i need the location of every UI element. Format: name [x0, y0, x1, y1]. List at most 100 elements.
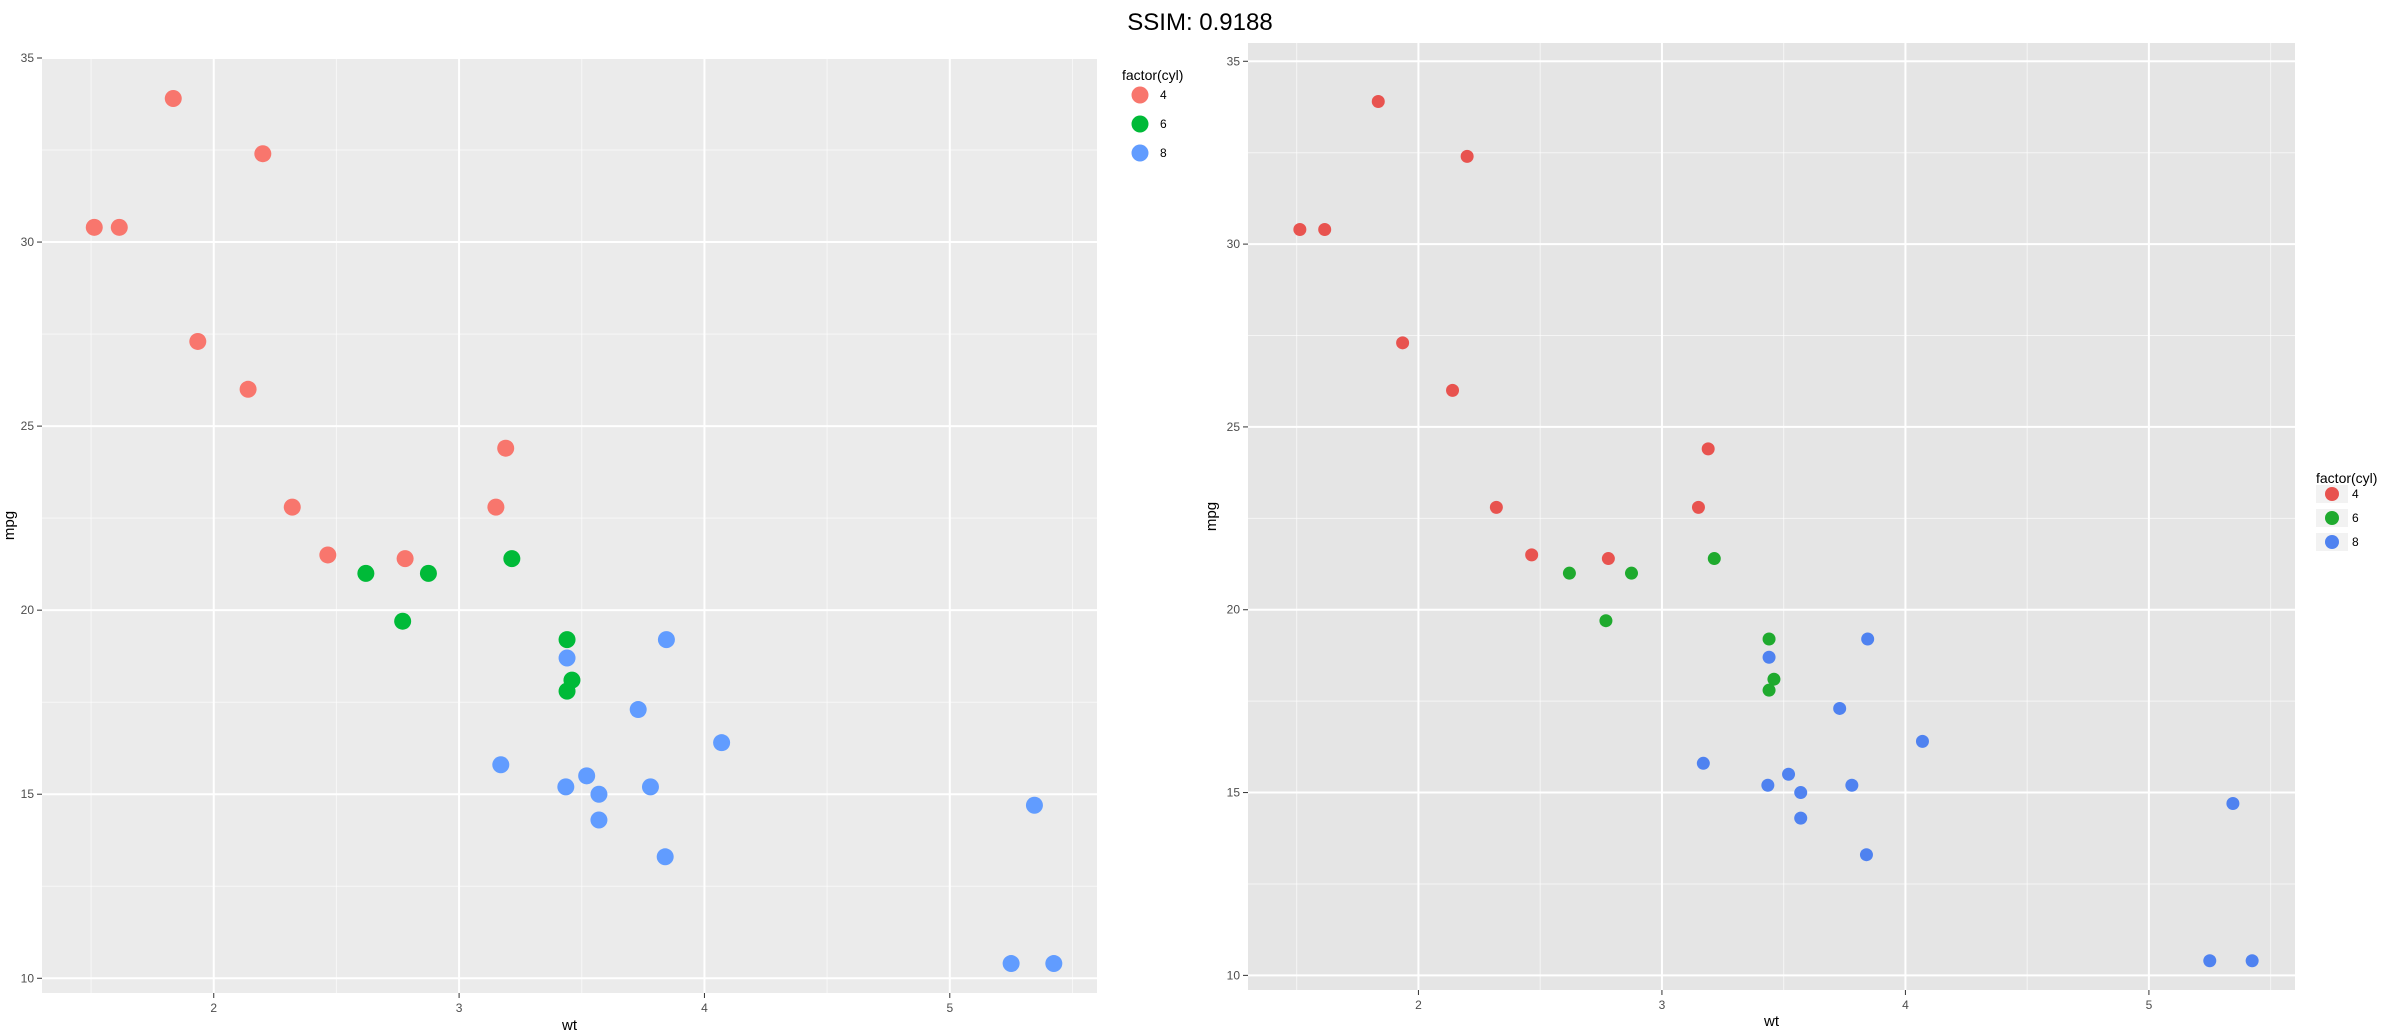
data-point-cyl-4: [1318, 222, 1332, 236]
data-point-cyl-4: [254, 145, 272, 163]
legend-key-cyl-8: [1131, 144, 1149, 162]
data-point-cyl-4: [1525, 548, 1539, 562]
data-point-cyl-8: [656, 848, 674, 866]
data-point-cyl-4: [1293, 222, 1307, 236]
x-tick-label: 4: [701, 1001, 708, 1015]
y-tick-label: 15: [1227, 786, 1241, 800]
y-tick-label: 35: [21, 51, 35, 65]
data-point-cyl-8: [1782, 767, 1796, 781]
legend-label-cyl-4: 4: [1160, 88, 1167, 102]
x-tick-label: 2: [210, 1001, 217, 1015]
data-point-cyl-4: [1371, 95, 1385, 109]
legend-key-cyl-6: [1131, 115, 1149, 133]
data-point-cyl-6: [1767, 672, 1781, 686]
legend-label-cyl-8: 8: [2352, 535, 2359, 549]
data-point-cyl-8: [1833, 701, 1847, 715]
data-point-cyl-4: [1446, 383, 1460, 397]
y-tick-label: 20: [1227, 603, 1241, 617]
y-tick-label: 20: [21, 603, 35, 617]
legend-key-cyl-4: [1131, 86, 1149, 104]
data-point-cyl-8: [629, 701, 647, 719]
data-point-cyl-8: [657, 631, 675, 649]
x-tick-label: 5: [2146, 998, 2153, 1012]
data-point-cyl-6: [394, 612, 412, 630]
data-point-cyl-6: [1624, 566, 1638, 580]
x-tick-label: 3: [1659, 998, 1666, 1012]
data-point-cyl-8: [1794, 811, 1808, 825]
data-point-cyl-4: [1701, 442, 1715, 456]
data-point-cyl-4: [1396, 336, 1410, 350]
data-point-cyl-4: [283, 498, 301, 516]
data-point-cyl-8: [578, 767, 596, 785]
x-tick-label: 4: [1902, 998, 1909, 1012]
data-point-cyl-4: [1489, 500, 1503, 514]
data-point-cyl-8: [1859, 848, 1873, 862]
legend-label-cyl-6: 6: [1160, 117, 1167, 131]
data-point-cyl-8: [2245, 954, 2259, 968]
data-point-cyl-8: [713, 734, 731, 752]
data-point-cyl-8: [558, 649, 576, 667]
data-point-cyl-8: [1915, 734, 1929, 748]
data-point-cyl-4: [1601, 552, 1615, 566]
data-point-cyl-8: [1861, 632, 1875, 646]
data-point-cyl-6: [558, 631, 576, 649]
legend-label-cyl-6: 6: [2352, 511, 2359, 525]
y-tick-label: 25: [21, 419, 35, 433]
data-point-cyl-8: [1845, 778, 1859, 792]
data-point-cyl-6: [1562, 566, 1576, 580]
legend-key-cyl-6: [2325, 511, 2339, 525]
data-point-cyl-6: [558, 682, 576, 700]
data-point-cyl-8: [1696, 756, 1710, 770]
data-point-cyl-4: [396, 550, 414, 568]
data-point-cyl-6: [419, 564, 437, 582]
x-tick-label: 3: [456, 1001, 463, 1015]
data-point-cyl-6: [1762, 683, 1776, 697]
data-point-cyl-4: [487, 498, 505, 516]
data-point-cyl-8: [2203, 954, 2217, 968]
data-point-cyl-6: [1707, 552, 1721, 566]
data-point-cyl-8: [590, 811, 608, 829]
y-tick-label: 30: [1227, 237, 1241, 251]
data-point-cyl-8: [557, 778, 575, 796]
data-point-cyl-8: [1045, 955, 1063, 973]
data-point-cyl-4: [164, 89, 182, 107]
y-tick-label: 30: [21, 235, 35, 249]
data-point-cyl-4: [1691, 500, 1705, 514]
legend-key-cyl-4: [2325, 487, 2339, 501]
data-point-cyl-4: [110, 218, 128, 236]
data-point-cyl-8: [641, 778, 659, 796]
data-point-cyl-6: [357, 564, 375, 582]
legend-label-cyl-8: 8: [1160, 146, 1167, 160]
data-point-cyl-4: [189, 332, 207, 350]
data-point-cyl-6: [1762, 632, 1776, 646]
left-plot: 2 3 4 5 10 15 20 25 30 35 wt mpg factor(cyl) 4 6 8: [1, 51, 1183, 1034]
y-tick-label: 25: [1227, 420, 1241, 434]
y-tick-label: 10: [21, 971, 35, 985]
data-point-cyl-4: [497, 439, 515, 457]
data-point-cyl-8: [1761, 778, 1775, 792]
y-axis-label: mpg: [1, 511, 18, 540]
x-axis-label: wt: [561, 1017, 578, 1034]
data-point-cyl-8: [1025, 796, 1043, 814]
data-point-cyl-8: [1002, 955, 1020, 973]
figure-title: SSIM: 0.9188: [1127, 9, 1272, 36]
data-point-cyl-8: [1794, 786, 1808, 800]
data-point-cyl-8: [590, 785, 608, 803]
y-axis-label: mpg: [1203, 502, 1220, 531]
y-tick-label: 10: [1227, 968, 1241, 982]
legend-label-cyl-4: 4: [2352, 487, 2359, 501]
x-tick-label: 2: [1415, 998, 1422, 1012]
data-point-cyl-6: [503, 550, 521, 568]
data-point-cyl-8: [1762, 650, 1776, 664]
data-point-cyl-6: [1599, 614, 1613, 628]
x-axis-label: wt: [1763, 1013, 1780, 1030]
plot-panel: [42, 58, 1097, 993]
legend-title: factor(cyl): [1122, 67, 1183, 83]
legend-title: factor(cyl): [2316, 470, 2377, 486]
y-tick-label: 35: [1227, 54, 1241, 68]
data-point-cyl-8: [492, 756, 510, 774]
plot-panel: [1248, 43, 2295, 990]
data-point-cyl-4: [239, 380, 257, 398]
